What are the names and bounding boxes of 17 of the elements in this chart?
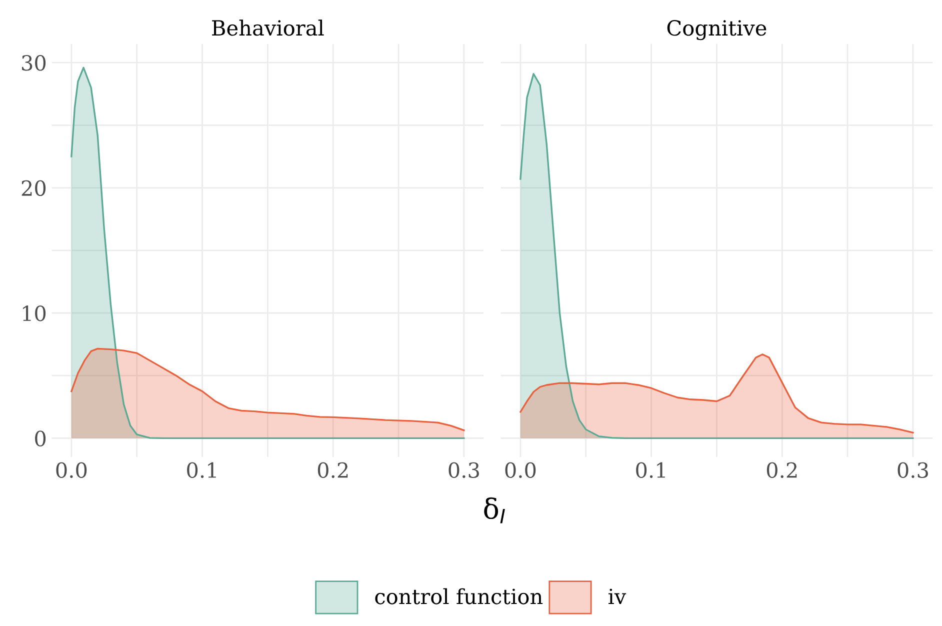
x-tick-label: 0.3 bbox=[898, 462, 928, 478]
x-tick-label: 0.0 bbox=[56, 462, 87, 478]
y-tick-label: 0 bbox=[35, 430, 46, 446]
chart-title: Behavioral bbox=[212, 20, 324, 36]
x-tick-label: 0.1 bbox=[187, 462, 216, 478]
x-axis-title: δ$_{I}$ bbox=[484, 497, 505, 524]
y-tick-label: 10 bbox=[22, 305, 46, 322]
x-tick-label: 0.0 bbox=[505, 462, 536, 478]
chart-title: Cognitive bbox=[667, 20, 766, 40]
legend-label: iv bbox=[608, 588, 626, 604]
x-tick-label: 0.2 bbox=[318, 462, 348, 478]
x-tick-label: 0.2 bbox=[766, 462, 797, 478]
legend-label: control function bbox=[375, 588, 543, 604]
y-tick-label: 20 bbox=[22, 180, 46, 196]
y-tick-label: 30 bbox=[22, 55, 46, 71]
x-tick-label: 0.1 bbox=[636, 462, 665, 478]
x-tick-label: 0.3 bbox=[448, 462, 479, 478]
